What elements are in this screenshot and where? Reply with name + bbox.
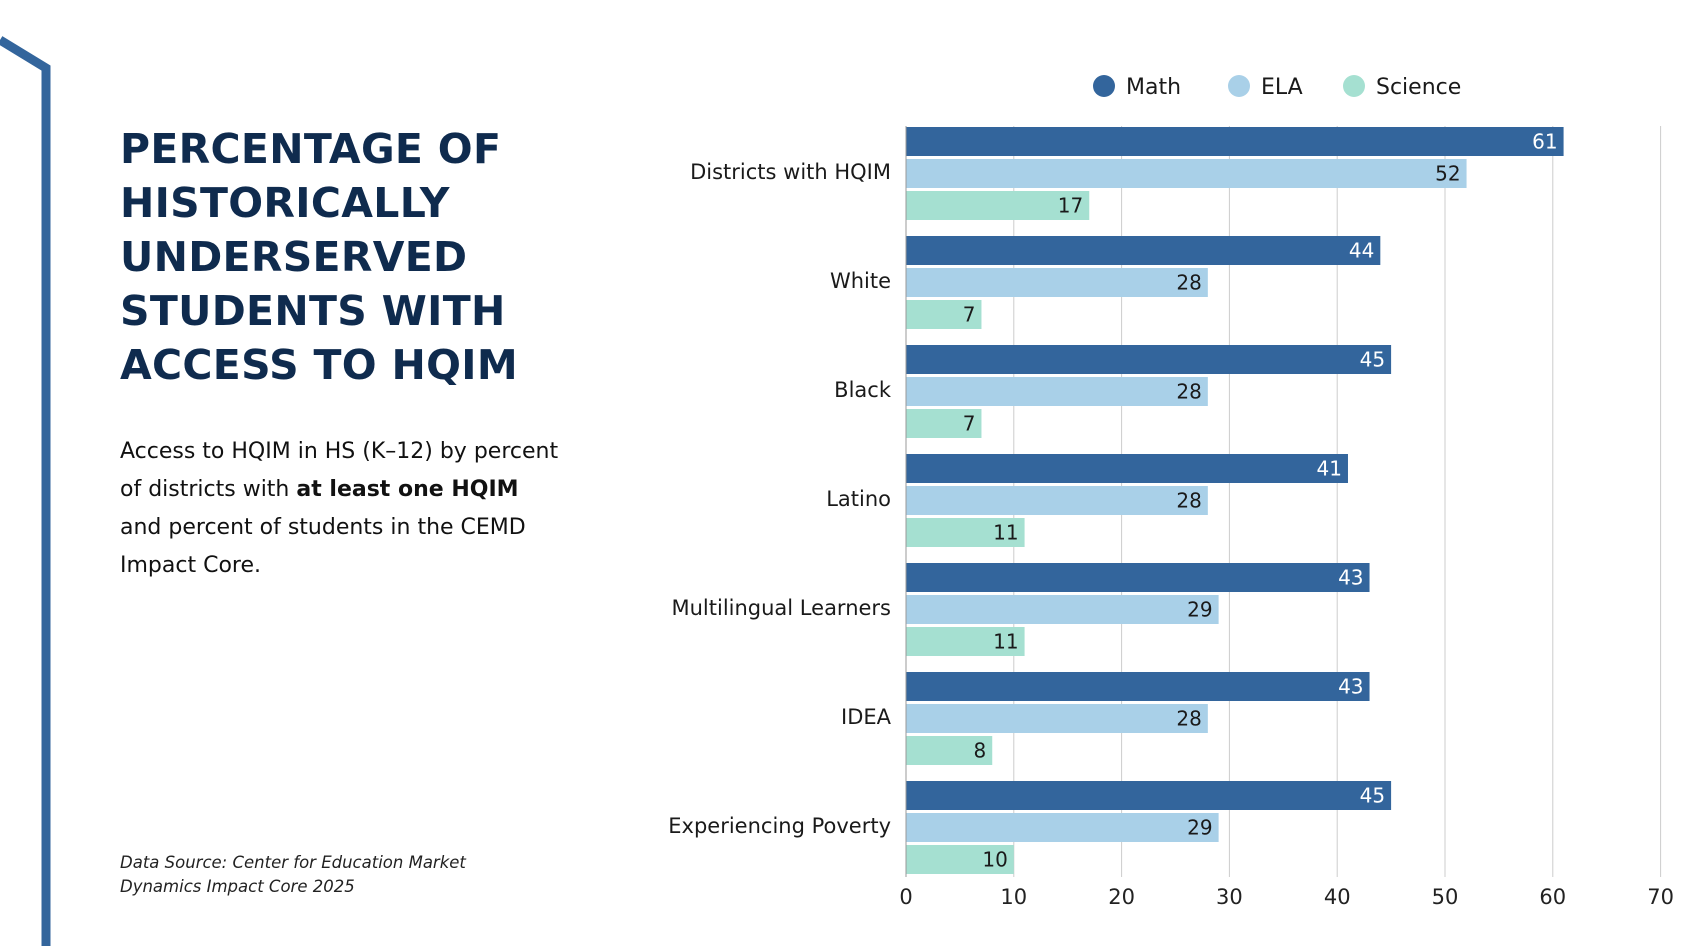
bar [906,627,1025,656]
bar [906,813,1219,842]
category-label: Multilingual Learners [671,596,891,620]
category-label: Districts with HQIM [690,160,891,184]
bar [906,454,1348,483]
data-label: 28 [1176,380,1201,404]
data-label: 28 [1176,489,1201,513]
data-label: 8 [974,739,987,763]
data-label: 45 [1360,348,1385,372]
x-tick-label: 0 [899,885,912,909]
x-tick-label: 10 [1000,885,1027,909]
x-tick-label: 60 [1539,885,1566,909]
accent-border [0,36,51,946]
bar [906,845,1014,874]
bar [906,191,1090,220]
data-label: 45 [1360,784,1385,808]
bar [906,781,1392,810]
bar [906,595,1219,624]
legend-swatch [1093,75,1115,97]
category-label: IDEA [841,705,892,729]
data-label: 41 [1317,457,1342,481]
bar [906,236,1381,265]
x-tick-label: 40 [1324,885,1351,909]
data-label: 10 [982,848,1007,872]
legend-label: ELA [1261,75,1303,100]
data-label: 11 [993,630,1018,654]
category-label: Experiencing Poverty [668,814,891,838]
legend-label: Math [1126,75,1181,100]
bar [906,409,982,438]
bar [906,672,1370,701]
data-label: 29 [1187,598,1212,622]
data-label: 43 [1338,675,1363,699]
title-line: UNDERSERVED [120,233,468,281]
data-label: 28 [1176,271,1201,295]
x-tick-label: 30 [1216,885,1243,909]
source-line: Dynamics Impact Core 2025 [120,877,355,896]
bar [906,159,1467,188]
bar [906,486,1208,515]
title-line: STUDENTS WITH [120,287,506,335]
bar [906,127,1564,156]
category-label: White [830,269,891,293]
legend-swatch [1228,75,1250,97]
x-tick-label: 50 [1432,885,1459,909]
bar [906,300,982,329]
bar [906,377,1208,406]
title-line: PERCENTAGE OF [120,125,502,173]
data-label: 17 [1058,194,1083,218]
bar [906,563,1370,592]
data-label: 7 [963,412,976,436]
title-line: ACCESS TO HQIM [120,341,518,389]
data-label: 61 [1532,130,1557,154]
description-emphasis: at least one HQIM [296,477,519,502]
data-label: 7 [963,303,976,327]
data-label: 28 [1176,707,1201,731]
data-label: 29 [1187,816,1212,840]
data-label: 43 [1338,566,1363,590]
description-text: and percent of students in the CEMD Impa… [120,515,526,578]
legend-swatch [1343,75,1365,97]
legend-label: Science [1376,75,1461,100]
description-text: Access to HQIM in HS (K–12) by percent o… [120,439,559,502]
source-line: Data Source: Center for Education Market [120,853,466,872]
category-label: Latino [826,487,891,511]
x-tick-label: 70 [1647,885,1674,909]
data-label: 44 [1349,239,1374,263]
x-tick-label: 20 [1108,885,1135,909]
bar [906,518,1025,547]
title-line: HISTORICALLY [120,179,450,227]
data-label: 52 [1435,162,1460,186]
bar [906,345,1392,374]
bar [906,704,1208,733]
data-label: 11 [993,521,1018,545]
bar [906,736,993,765]
chart-description: Access to HQIM in HS (K–12) by percent o… [120,433,560,585]
data-source-note: Data Source: Center for Education Market… [120,851,540,899]
category-label: Black [834,378,892,402]
page-title: PERCENTAGE OF HISTORICALLY UNDERSERVED S… [120,122,580,392]
bar [906,268,1208,297]
